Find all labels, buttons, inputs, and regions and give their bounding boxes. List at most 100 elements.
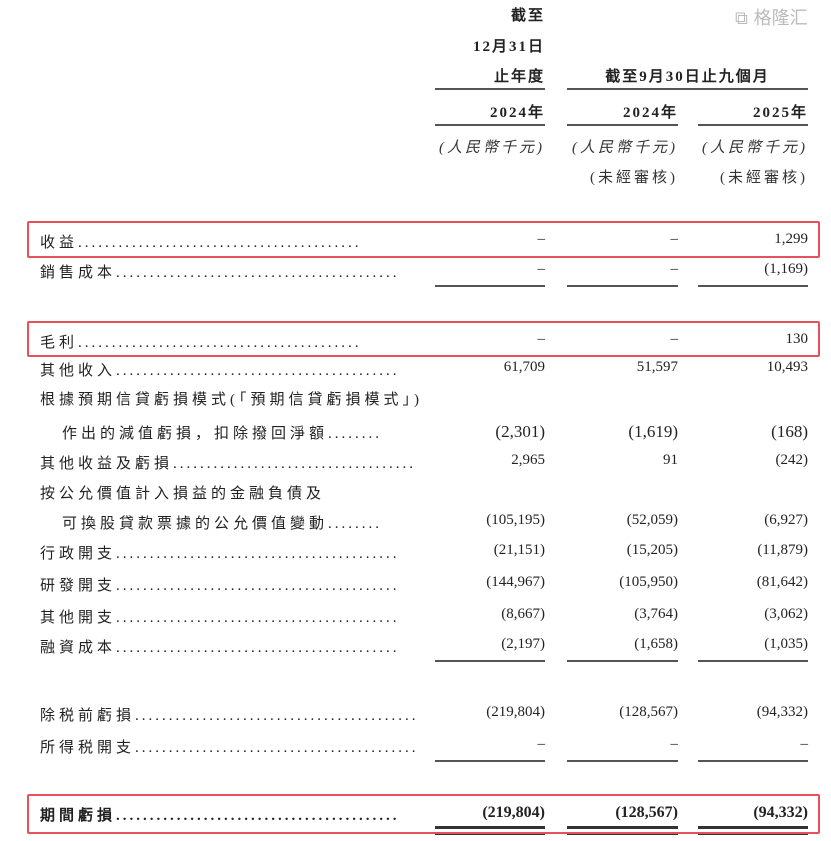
watermark-icon: ⧉ [735, 8, 754, 29]
value-col2: – [670, 736, 679, 752]
value-col1: – [537, 231, 546, 247]
row-label: 按公允價值計入損益的金融負債及 [40, 482, 325, 503]
value-col2: (105,950) [619, 574, 678, 590]
value-col1: – [537, 736, 546, 752]
table-row: 可換股貸款票據的公允價值變動........ (105,195) (52,059) (… [0, 512, 831, 536]
year-col1: 2024年 [489, 105, 545, 121]
header-col1-line3: 止年度 [493, 69, 545, 85]
table-row: 除税前虧損...................................… [0, 704, 831, 728]
total-underline [567, 826, 678, 829]
row-label: 其他開支....................................… [40, 606, 415, 627]
dot-leader: ........................................… [116, 578, 400, 594]
value-col3: 10,493 [766, 359, 808, 375]
value-col1: (21,151) [493, 542, 545, 558]
row-label-text: 作出的減值虧損，扣除撥回淨額 [62, 426, 329, 442]
table-row: 收益......................................… [0, 231, 831, 255]
total-underline [567, 760, 678, 762]
row-label: 其他收益及虧損.................................… [40, 452, 415, 473]
total-underline [435, 285, 545, 287]
value-col3: (1,169) [764, 261, 808, 277]
value-col1: (8,667) [501, 606, 545, 622]
value-col3: (168) [771, 422, 808, 441]
dot-leader: ........................................… [116, 808, 400, 824]
divider [435, 124, 545, 126]
highlight-box-gross-profit [27, 321, 820, 357]
total-underline [435, 660, 545, 662]
row-label-text: 收益 [40, 235, 79, 251]
audit-note-col2: (未經審核) [590, 170, 678, 186]
row-label-text: 毛利 [40, 335, 79, 351]
header-col1-line1: 截至 [510, 8, 545, 24]
value-col3: – [800, 736, 809, 752]
value-col1: (219,804) [486, 704, 545, 720]
divider [435, 88, 545, 90]
table-row: 根據預期信貸虧損模式(「預期信貸虧損模式」) [0, 388, 831, 412]
table-row: 其他收入....................................… [0, 359, 831, 383]
table-row: 銷售成本....................................… [0, 261, 831, 285]
row-label-text: 研發開支 [40, 578, 117, 594]
table-row: 毛利......................................… [0, 331, 831, 355]
dot-leader: ........ [328, 516, 383, 532]
dot-leader: ........................................… [173, 456, 415, 472]
dot-leader: ........................................… [135, 740, 415, 756]
row-label-text: 可換股貸款票據的公允價值變動 [62, 516, 329, 532]
unit-col3: (人民幣千元) [702, 140, 808, 156]
row-label-text: 根據預期信貸虧損模式(「預期信貸虧損模式」) [40, 392, 423, 408]
year-col2: 2024年 [622, 105, 678, 121]
row-label: 研發開支....................................… [40, 574, 415, 595]
dot-leader: ........................................… [116, 640, 400, 656]
value-col3: 130 [785, 331, 809, 347]
value-col1: 61,709 [503, 359, 545, 375]
value-col2: 51,597 [636, 359, 678, 375]
dot-leader: ........................................… [116, 265, 400, 281]
watermark-text: 格隆汇 [753, 8, 808, 29]
value-col2: (52,059) [626, 512, 678, 528]
row-label-text: 銷售成本 [40, 265, 117, 281]
divider [698, 124, 808, 126]
table-row: 期間虧損....................................… [0, 804, 831, 828]
table-row: 研發開支....................................… [0, 574, 831, 598]
value-col1: 2,965 [511, 452, 545, 468]
total-underline [698, 285, 808, 287]
row-label-text: 按公允價值計入損益的金融負債及 [40, 486, 326, 502]
value-col1: (105,195) [486, 512, 545, 528]
row-label-text: 期間虧損 [40, 808, 117, 824]
dot-leader: ........................................… [116, 610, 400, 626]
dot-leader: ........................................… [78, 235, 362, 251]
value-col3: (94,332) [756, 704, 808, 720]
total-underline [698, 660, 808, 662]
value-col2: (128,567) [619, 704, 678, 720]
value-col1: (2,197) [501, 636, 545, 652]
table-row: 行政開支....................................… [0, 542, 831, 566]
value-col2: (128,567) [615, 804, 678, 821]
row-label: 銷售成本....................................… [40, 261, 415, 282]
dot-leader: ........................................… [78, 335, 362, 351]
total-underline [435, 826, 545, 829]
value-col1: (2,301) [495, 422, 545, 441]
table-row: 融資成本....................................… [0, 636, 831, 660]
row-label: 其他收入....................................… [40, 359, 415, 380]
value-col1: – [537, 261, 546, 277]
row-label: 作出的減值虧損，扣除撥回淨額........ [62, 422, 415, 443]
total-underline [567, 285, 678, 287]
value-col2: (1,658) [634, 636, 678, 652]
total-underline [567, 660, 678, 662]
row-label-text: 行政開支 [40, 546, 117, 562]
dot-leader: ........ [328, 426, 383, 442]
dot-leader: ........................................… [135, 708, 415, 724]
value-col2: (3,764) [634, 606, 678, 622]
row-label: 行政開支....................................… [40, 542, 415, 563]
value-col3: (11,879) [757, 542, 808, 558]
value-col3: (81,642) [756, 574, 808, 590]
value-col1: (144,967) [486, 574, 545, 590]
value-col3: 1,299 [774, 231, 808, 247]
table-row: 其他收益及虧損.................................… [0, 452, 831, 476]
row-label-text: 其他收入 [40, 363, 117, 379]
row-label: 所得税開支...................................… [40, 736, 415, 757]
value-col3: (94,332) [753, 804, 808, 821]
highlight-box-revenue [27, 221, 820, 258]
unit-col1: (人民幣千元) [439, 140, 545, 156]
highlight-box-loss-for-period [27, 794, 820, 834]
watermark-logo: ⧉ 格隆汇 [735, 4, 808, 30]
header-col1-line2: 12月31日 [472, 39, 545, 55]
